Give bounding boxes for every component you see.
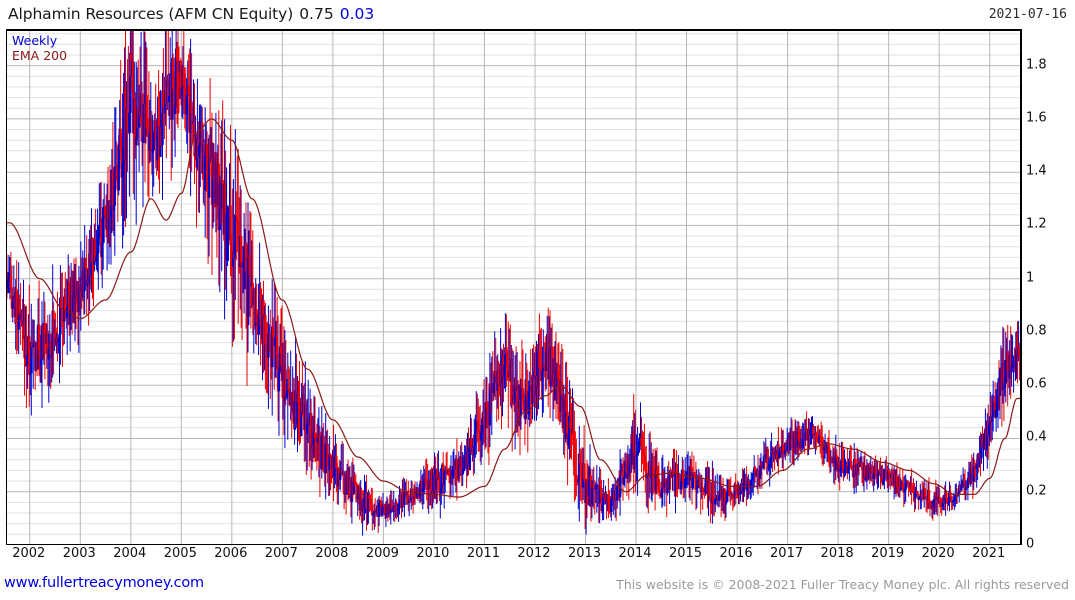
x-axis-tick-label: 2018 bbox=[820, 546, 854, 561]
y-axis-labels: 0 0.2 0.4 0.6 0.8 1 1.2 1.4 1.6 1.8 bbox=[1026, 29, 1074, 552]
y-axis-tick-label: 1.4 bbox=[1026, 163, 1047, 179]
x-axis-tick-label: 2011 bbox=[466, 546, 500, 561]
x-axis-tick-label: 2009 bbox=[365, 546, 399, 561]
x-axis-tick-label: 2002 bbox=[12, 546, 46, 561]
copyright-notice: This website is © 2008-2021 Fuller Treac… bbox=[616, 577, 1069, 592]
x-axis-tick-label: 2017 bbox=[770, 546, 804, 561]
candlestick-svg bbox=[7, 31, 1020, 544]
x-axis-tick-label: 2020 bbox=[921, 546, 955, 561]
y-axis-tick-label: 1 bbox=[1026, 270, 1035, 286]
instrument-title: Alphamin Resources (AFM CN Equity) bbox=[8, 5, 294, 23]
x-axis-tick-label: 2016 bbox=[719, 546, 753, 561]
x-axis-tick-label: 2007 bbox=[264, 546, 298, 561]
x-axis-tick-label: 2012 bbox=[517, 546, 551, 561]
price-chart-plot-area bbox=[6, 29, 1022, 545]
chart-date: 2021-07-16 bbox=[988, 6, 1067, 22]
x-axis-tick-label: 2015 bbox=[668, 546, 703, 561]
x-axis-tick-label: 2014 bbox=[618, 546, 652, 561]
chart-header: Alphamin Resources (AFM CN Equity) 0.75 … bbox=[8, 3, 374, 25]
x-axis-tick-label: 2021 bbox=[972, 546, 1006, 561]
y-axis-tick-label: 0.6 bbox=[1026, 376, 1047, 392]
x-axis-tick-label: 2005 bbox=[163, 546, 197, 561]
x-axis-tick-label: 2006 bbox=[214, 546, 248, 561]
y-axis-tick-label: 0 bbox=[1026, 536, 1035, 552]
x-axis-tick-label: 2019 bbox=[871, 546, 905, 561]
y-axis-tick-label: 1.6 bbox=[1026, 110, 1047, 126]
x-axis-tick-label: 2010 bbox=[416, 546, 450, 561]
last-price: 0.75 bbox=[299, 5, 334, 23]
y-axis-tick-label: 0.2 bbox=[1026, 483, 1047, 499]
x-axis-tick-label: 2003 bbox=[62, 546, 96, 561]
y-axis-tick-label: 0.8 bbox=[1026, 323, 1047, 339]
site-url[interactable]: www.fullertreacymoney.com bbox=[4, 575, 204, 591]
y-axis-tick-label: 1.2 bbox=[1026, 216, 1047, 232]
y-axis-tick-label: 0.4 bbox=[1026, 429, 1047, 445]
price-change: 0.03 bbox=[339, 5, 375, 23]
x-axis-tick-label: 2004 bbox=[113, 546, 147, 561]
x-axis-labels: 2002 2003 2004 2005 2006 2007 2008 2009 2010 2011… bbox=[0, 546, 1075, 568]
y-axis-tick-label: 1.8 bbox=[1026, 57, 1047, 73]
x-axis-tick-label: 2013 bbox=[567, 546, 602, 561]
x-axis-tick-label: 2008 bbox=[315, 546, 349, 561]
